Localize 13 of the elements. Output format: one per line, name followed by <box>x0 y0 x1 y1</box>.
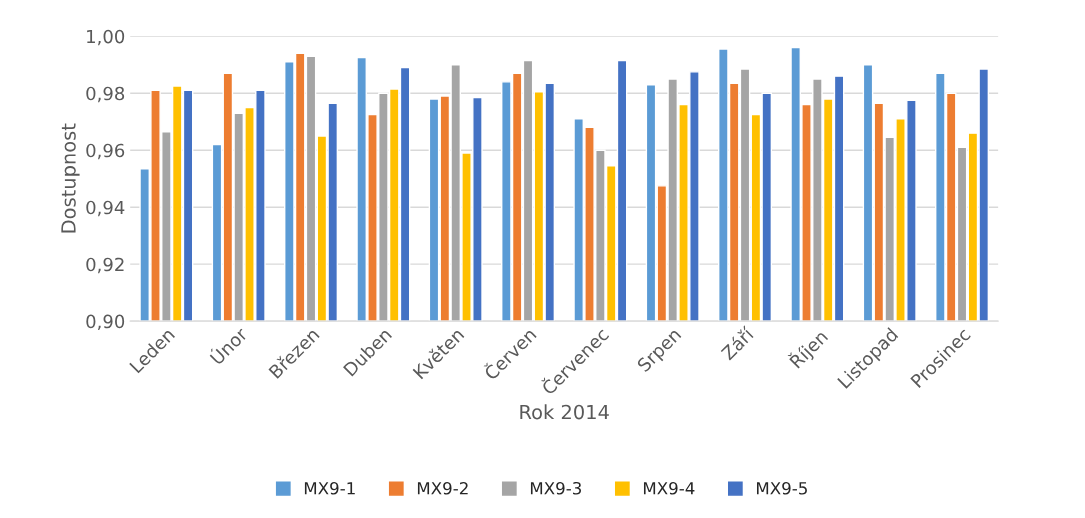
x-axis-title: Rok 2014 <box>520 404 609 420</box>
legend-label: MX9-2 <box>417 481 468 495</box>
legend-label: MX9-5 <box>757 481 807 495</box>
y-tick-label: 0,92 <box>86 257 124 274</box>
y-tick-label: 0,98 <box>86 86 125 103</box>
y-tick-label: 0,90 <box>86 314 125 331</box>
legend-label: MX9-3 <box>530 481 582 495</box>
y-tick-label: 0,94 <box>86 200 125 217</box>
legend-label: MX9-4 <box>643 481 695 495</box>
y-tick-label: 1,00 <box>87 29 125 46</box>
legend-label: MX9-1 <box>304 481 355 495</box>
y-axis-title: Dostupnost <box>61 123 80 233</box>
y-tick-label: 0,96 <box>86 143 125 160</box>
